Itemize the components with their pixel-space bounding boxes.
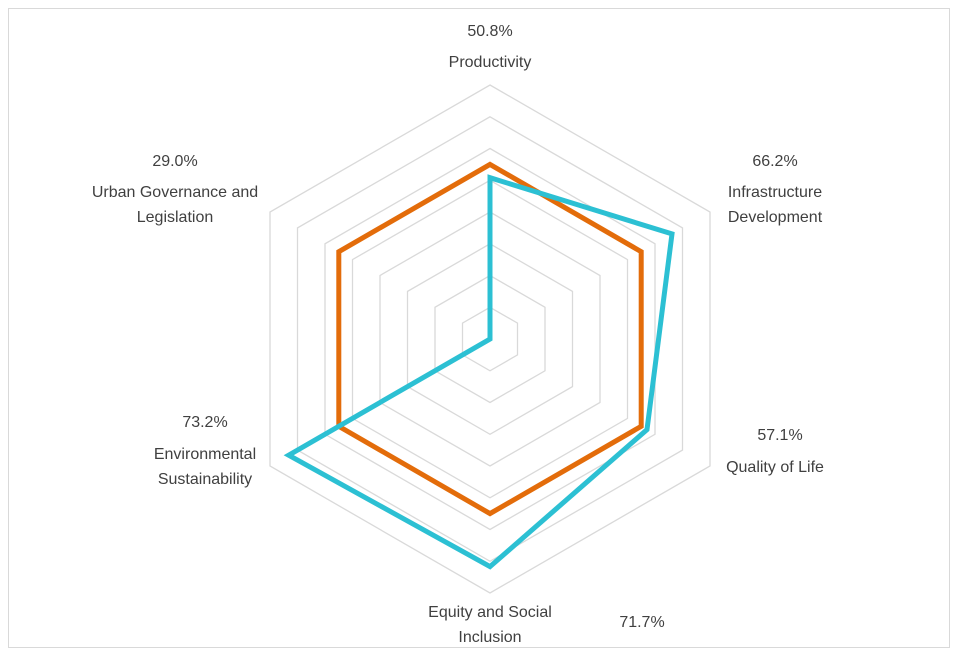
label-layer: Productivity Infrastructure Development Qua… [92, 23, 824, 646]
grid-ring-1 [461, 306, 519, 372]
category-label: Environmental Sustainability [154, 446, 256, 488]
value-label: 57.1% [757, 427, 802, 444]
grid-ring-4 [379, 211, 601, 467]
value-label: 71.7% [619, 614, 664, 631]
grid-ring-2 [434, 274, 546, 404]
category-label: Productivity [449, 54, 532, 71]
category-label-line: Productivity [449, 54, 532, 71]
grid-layer [269, 84, 711, 594]
radar-chart: Productivity Infrastructure Development Qua… [92, 23, 824, 646]
category-label-line: Inclusion [458, 629, 521, 646]
category-label: Infrastructure Development [728, 184, 823, 226]
value-label: 66.2% [752, 153, 797, 170]
value-label: 73.2% [182, 414, 227, 431]
grid-ring-8 [269, 84, 711, 594]
category-label-line: Equity and Social [428, 604, 552, 621]
category-label-line: Legislation [137, 209, 214, 226]
grid-ring-3 [406, 243, 574, 436]
value-label: 50.8% [467, 23, 512, 40]
series-line-1 [336, 161, 644, 517]
grid-ring-6 [324, 147, 656, 531]
category-label-line: Infrastructure [728, 184, 822, 201]
value-label: 29.0% [152, 153, 197, 170]
category-label-line: Urban Governance and [92, 184, 258, 201]
series-layer [283, 161, 675, 570]
category-label: Quality of Life [726, 459, 824, 476]
category-label: Urban Governance and Legislation [92, 184, 258, 226]
category-label: Equity and Social Inclusion [428, 604, 552, 646]
series-line-2 [283, 174, 675, 570]
category-label-line: Development [728, 209, 823, 226]
grid-ring-5 [351, 179, 629, 499]
category-label-line: Environmental [154, 446, 256, 463]
category-label-line: Quality of Life [726, 459, 824, 476]
category-label-line: Sustainability [158, 471, 252, 488]
chart-frame: Productivity Infrastructure Development Qua… [8, 8, 950, 648]
grid-ring-7 [296, 116, 684, 563]
